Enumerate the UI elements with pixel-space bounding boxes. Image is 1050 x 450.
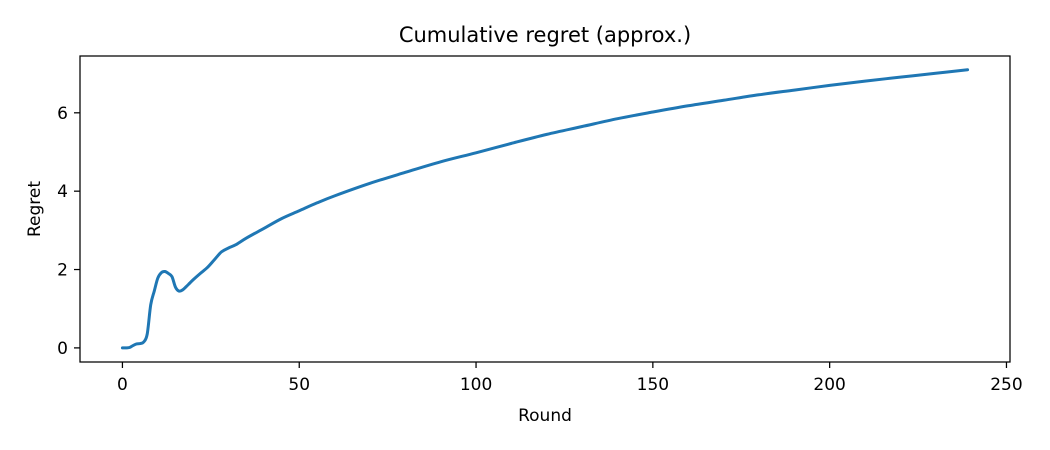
y-tick-label: 0 bbox=[57, 339, 68, 359]
x-tick-label: 100 bbox=[460, 375, 492, 395]
plot-frame bbox=[79, 55, 1011, 363]
chart-title: Cumulative regret (approx.) bbox=[399, 23, 691, 47]
series-layer bbox=[120, 68, 970, 350]
y-axis-label: Regret bbox=[25, 181, 45, 237]
y-tick-label: 4 bbox=[57, 182, 68, 202]
x-tick-label: 250 bbox=[990, 375, 1022, 395]
y-axis-ticks: 0 2 4 6 bbox=[57, 104, 80, 359]
x-tick-label: 50 bbox=[288, 375, 310, 395]
regret-series-line bbox=[120, 68, 970, 350]
x-axis-label: Round bbox=[518, 406, 572, 426]
x-tick-label: 0 bbox=[117, 375, 128, 395]
y-tick-label: 2 bbox=[57, 261, 68, 281]
x-axis-ticks: 0 50 100 150 200 250 bbox=[117, 362, 1023, 395]
x-tick-label: 200 bbox=[813, 375, 845, 395]
y-tick-label: 6 bbox=[57, 104, 68, 124]
x-tick-label: 150 bbox=[637, 375, 669, 395]
